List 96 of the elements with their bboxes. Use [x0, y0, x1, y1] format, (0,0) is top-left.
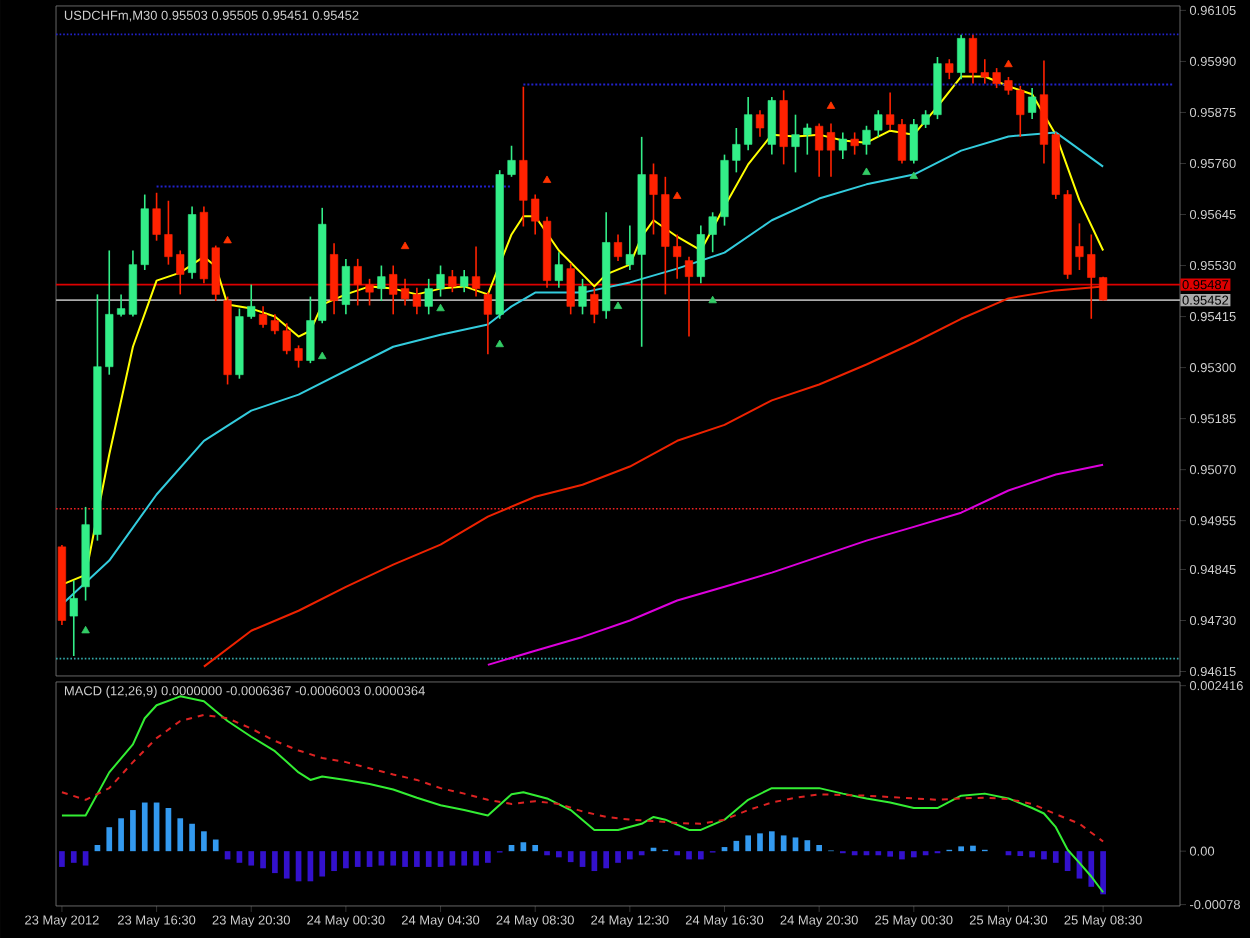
- point: [826, 101, 836, 109]
- bar: [437, 851, 444, 867]
- bar: [189, 823, 195, 852]
- bar: [733, 840, 740, 852]
- bar: [686, 851, 692, 860]
- point: [708, 295, 717, 304]
- point: [436, 303, 445, 312]
- bar: [248, 851, 255, 866]
- bar: [532, 845, 539, 852]
- bar: [461, 851, 468, 866]
- candlestick: [684, 255, 694, 338]
- bar: [579, 851, 586, 867]
- point: [318, 351, 327, 360]
- bar: [354, 851, 361, 867]
- point: [909, 171, 919, 179]
- point: [542, 175, 552, 183]
- bar: [970, 845, 976, 852]
- bar: [59, 851, 65, 867]
- bar: [603, 851, 610, 869]
- bar: [141, 802, 148, 852]
- point: [81, 625, 90, 634]
- bar: [804, 840, 811, 852]
- candlestick: [590, 286, 599, 325]
- candlestick: [566, 262, 575, 316]
- bar: [816, 845, 822, 852]
- bar: [414, 851, 420, 867]
- bar: [118, 818, 124, 852]
- bar: [331, 851, 337, 872]
- candlestick: [471, 245, 481, 298]
- candlestick: [767, 96, 776, 156]
- bar: [201, 831, 207, 852]
- bar: [556, 851, 562, 858]
- bar: [698, 851, 704, 860]
- candlestick: [779, 89, 788, 166]
- candlestick: [69, 579, 78, 657]
- bar: [366, 851, 373, 867]
- candlestick: [341, 258, 350, 316]
- bar: [449, 851, 456, 866]
- point: [223, 235, 232, 244]
- bar: [567, 851, 574, 863]
- bar: [1088, 851, 1095, 887]
- bar: [1100, 851, 1106, 895]
- bar: [473, 851, 479, 866]
- bar: [887, 851, 893, 857]
- candlestick: [554, 251, 563, 289]
- bar: [1029, 851, 1035, 858]
- candlestick: [578, 278, 587, 316]
- bar: [485, 851, 491, 863]
- bar: [70, 851, 77, 863]
- bar: [319, 851, 326, 877]
- bar: [177, 818, 184, 852]
- point: [495, 339, 504, 348]
- candlestick: [850, 131, 859, 156]
- bar: [627, 851, 633, 860]
- bar: [1041, 851, 1047, 860]
- candlestick: [329, 242, 339, 316]
- bar: [260, 851, 266, 869]
- bar: [82, 851, 89, 866]
- candlestick: [1028, 87, 1037, 120]
- bar: [283, 851, 290, 879]
- bar: [958, 846, 964, 852]
- bar: [757, 833, 763, 852]
- point: [613, 301, 623, 309]
- bar: [106, 827, 113, 852]
- candlestick: [755, 109, 765, 138]
- bar: [910, 851, 917, 858]
- bar: [1052, 851, 1059, 863]
- bar: [390, 851, 397, 866]
- bar: [899, 851, 905, 860]
- candlestick: [377, 264, 386, 302]
- bar: [780, 835, 787, 852]
- bar: [792, 837, 799, 852]
- bar: [745, 835, 751, 852]
- bar: [236, 851, 243, 863]
- bar: [615, 851, 621, 863]
- line-series: [486, 463, 1105, 666]
- bar: [272, 851, 278, 874]
- bar: [402, 851, 408, 867]
- bar: [425, 851, 432, 867]
- candlestick: [957, 34, 966, 80]
- bar: [130, 810, 136, 852]
- bar: [768, 831, 775, 852]
- candlestick: [838, 131, 847, 160]
- point: [400, 241, 410, 250]
- bar: [378, 851, 385, 866]
- candlestick: [460, 269, 469, 293]
- candlestick: [945, 58, 954, 80]
- candlestick: [483, 291, 492, 356]
- bar: [212, 839, 219, 852]
- point: [1004, 59, 1013, 68]
- line-series: [202, 285, 1105, 668]
- point: [862, 167, 871, 175]
- bar: [343, 851, 349, 869]
- point: [672, 191, 682, 199]
- candlestick: [448, 269, 457, 293]
- candlestick: [613, 233, 623, 262]
